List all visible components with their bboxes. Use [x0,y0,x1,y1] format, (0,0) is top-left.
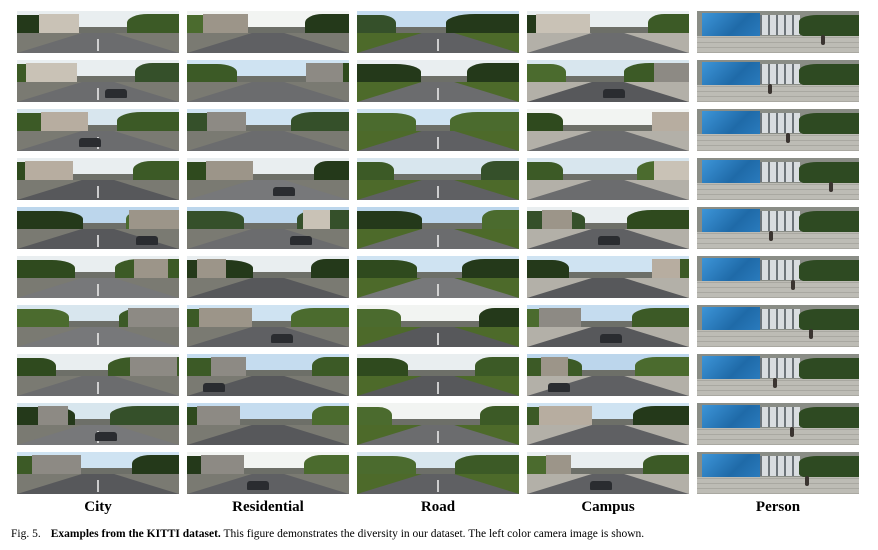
residential-example-image [187,403,349,445]
road-example-image [357,158,519,200]
city-example-image [17,11,179,53]
residential-example-image [187,256,349,298]
road-example-image [357,207,519,249]
caption-text: This figure demonstrates the diversity i… [220,528,645,540]
person-example-image [697,60,859,102]
person-example-image [697,158,859,200]
campus-example-image [527,11,689,53]
city-example-image [17,452,179,494]
road-example-image [357,60,519,102]
road-example-image [357,305,519,347]
residential-example-image [187,207,349,249]
category-label-residential: Residential [232,499,304,515]
campus-example-image [527,354,689,396]
campus-example-image [527,207,689,249]
person-example-image [697,354,859,396]
example-image-grid [17,11,859,494]
road-example-image [357,354,519,396]
residential-example-image [187,158,349,200]
city-example-image [17,305,179,347]
campus-example-image [527,158,689,200]
road-example-image [357,109,519,151]
person-example-image [697,256,859,298]
road-example-image [357,403,519,445]
campus-example-image [527,109,689,151]
road-example-image [357,11,519,53]
residential-example-image [187,452,349,494]
campus-example-image [527,403,689,445]
city-example-image [17,60,179,102]
city-example-image [17,158,179,200]
person-example-image [697,403,859,445]
person-example-image [697,305,859,347]
road-example-image [357,256,519,298]
city-example-image [17,403,179,445]
campus-example-image [527,452,689,494]
residential-example-image [187,305,349,347]
category-labels: City Residential Road Campus Person [17,499,859,516]
person-example-image [697,452,859,494]
residential-example-image [187,11,349,53]
category-label-person: Person [755,499,801,515]
campus-example-image [527,305,689,347]
category-label-road: Road [420,499,456,515]
city-example-image [17,354,179,396]
residential-example-image [187,109,349,151]
residential-example-image [187,354,349,396]
campus-example-image [527,60,689,102]
category-label-campus: Campus [581,499,635,515]
campus-example-image [527,256,689,298]
figure-number: Fig. 5. [11,528,41,540]
person-example-image [697,109,859,151]
residential-example-image [187,60,349,102]
caption-title: Examples from the KITTI dataset. [50,528,221,540]
city-example-image [17,256,179,298]
category-label-city: City [84,499,112,515]
person-example-image [697,207,859,249]
city-example-image [17,109,179,151]
figure-caption: Fig. 5. Examples from the KITTI dataset. … [11,528,644,540]
person-example-image [697,11,859,53]
city-example-image [17,207,179,249]
road-example-image [357,452,519,494]
